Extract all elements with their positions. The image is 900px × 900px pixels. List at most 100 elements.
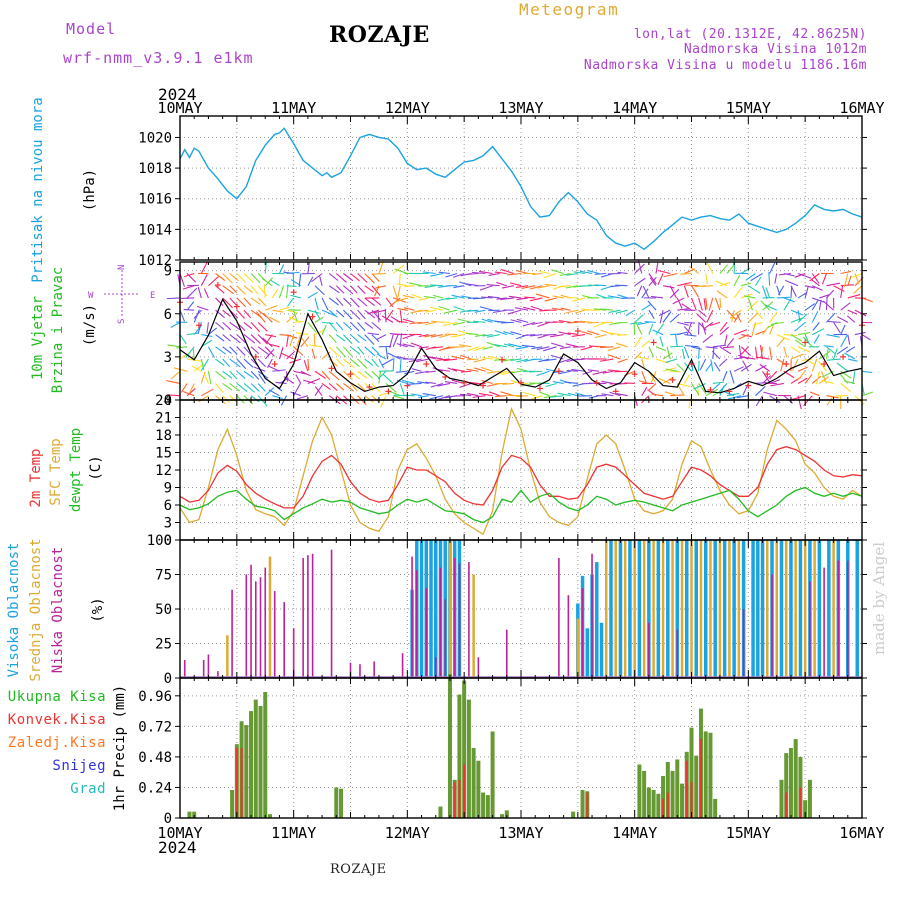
wind-arrow [823,345,834,348]
precip-legend-3: Snijeg [52,758,106,774]
wind-arrow [286,314,296,323]
wind-arrow [503,331,515,336]
precip-total-bar [694,755,699,818]
wind-arrow [636,285,643,297]
wind-arrow [170,370,181,380]
ytick-label: 0 [164,671,172,687]
wind-arrow [429,306,443,311]
wind-arrow [335,358,344,367]
wind-arrow [718,383,728,393]
wind-arrow [494,320,507,323]
precip-total-bar [675,759,680,818]
wind-arrow [544,283,557,287]
wind-arrow [797,377,808,384]
wind-arrow [229,346,238,355]
wind-arrow [257,358,266,368]
ytick-label: 9 [164,481,172,497]
wind-arrow [278,285,285,299]
wind-arrow [385,346,389,360]
wind-arrow [504,343,515,348]
cloud-bar-low [373,661,375,678]
wind-arrow [481,296,493,299]
wind-arrow [818,299,822,311]
cloud-bar-low [468,562,470,678]
wind-arrow [535,293,550,299]
wind-arrow [691,383,700,396]
wind-arrow [357,370,368,379]
wind-arrow [617,334,628,336]
cloud-bar-mid [728,540,731,678]
wind-arrow [236,309,246,319]
wind-arrow [183,308,195,311]
wind-arrow [844,352,856,360]
wind-arrow [398,273,401,285]
wind-arrow [382,373,394,384]
wind-arrow [377,311,380,323]
wind-arrow [553,321,564,323]
ytick-label: 18 [155,428,172,444]
xtick-label-bottom: 15MAY [726,824,771,842]
precip-total-bar [490,731,495,818]
precip-total-bar [793,739,798,818]
wind-arrow [688,265,699,274]
wind-arrow [250,346,260,355]
cloud-bar-mid [699,540,703,678]
series-layer [166,127,874,818]
precip-total-bar [476,760,481,818]
wind-arrow [196,305,209,311]
wind-arrow [243,334,256,344]
wind-arrow [607,295,621,299]
wind-arrow [567,392,578,397]
wind-arrow [185,346,195,358]
precip-total-bar [504,810,509,818]
precip-total-bar [500,814,505,818]
model-label: Model [66,20,117,38]
cloud-bar-high [419,540,424,678]
wind-arrow [328,273,339,281]
wind-arrow [257,297,267,307]
cloud-bar-mid [813,540,816,678]
wind-arrow [755,364,767,372]
wind-arrow [389,334,394,349]
cloud-bar-mid [448,540,452,678]
precip-total-bar [334,787,339,818]
pressure-line [179,127,863,251]
wind-arrow [641,304,651,311]
wind-arrow [792,358,799,371]
cloud-bar-mid [633,540,636,678]
wind-arrow [774,273,778,284]
wind-arrow [658,309,671,317]
wind-arrow [258,373,266,384]
xtick-label-bottom: 10MAY [157,824,202,842]
wind-arrow [215,334,225,342]
ylabel-cloud-high: Visoka Oblacnost [6,543,22,678]
wind-arrow [250,322,261,333]
wind-arrow [328,346,340,357]
wind-arrow [410,393,422,397]
wind-arrow [811,375,822,384]
wind-arrow [311,273,323,283]
wind-arrow [615,309,628,314]
wind-arrow [257,346,270,356]
wind-arrow [328,334,337,343]
wind-arrow [308,344,323,348]
wind-arrow [186,301,195,311]
wind-arrow [166,297,181,300]
wind-arrow [321,383,331,391]
cloud-bar-low [809,581,811,678]
wind-arrow [740,346,751,357]
wind-arrow [670,345,683,348]
precip-conv-bar [690,782,693,818]
wind-arrow [747,312,759,323]
wind-arrow [425,370,436,373]
wind-arrow [250,285,259,295]
wind-arrow [685,344,699,348]
wind-arrow [826,334,840,338]
wind-arrow [364,334,375,345]
wind-arrow [575,392,586,397]
cloud-bar-low [411,556,413,678]
wind-arrow [250,273,261,284]
wind-arrow [478,392,493,397]
wind-arrow [371,346,380,355]
wind-arrow [693,382,706,390]
